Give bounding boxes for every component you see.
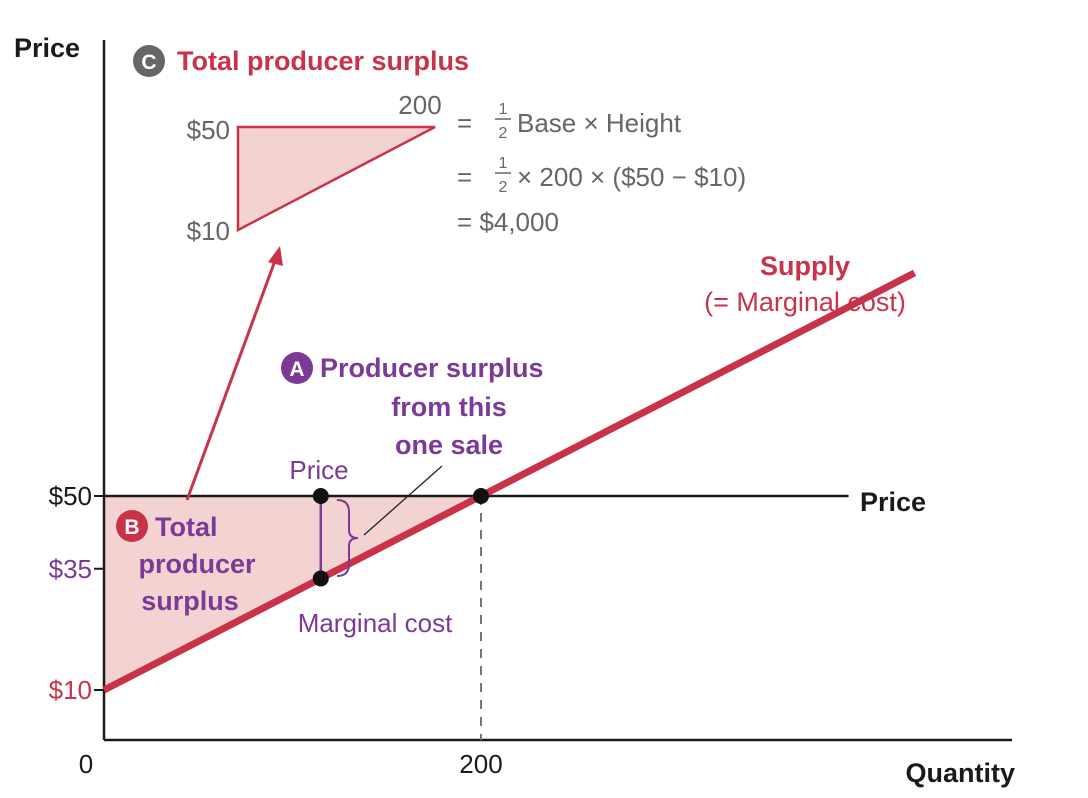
formula-eq-1: = (457, 108, 472, 138)
badge-a (281, 352, 313, 384)
annotation-b-arrow (185, 257, 278, 501)
annotation-a-price-label: Price (289, 455, 348, 485)
supply-line (102, 269, 917, 694)
annotation-a-mc-label: Marginal cost (298, 608, 453, 638)
ticks: $50 $35 $10 200 (49, 481, 503, 779)
inset-base-label: 200 (398, 90, 441, 120)
badge-c (133, 45, 165, 77)
badge-a-letter: A (289, 358, 304, 381)
badge-b (116, 510, 148, 542)
marked-points (312, 488, 489, 587)
chart-lines (102, 269, 917, 694)
supply-sublabel: (= Marginal cost) (704, 287, 906, 317)
y-tick-label-2: $10 (49, 675, 92, 705)
annotation-a-line-1: Producer surplus (320, 353, 544, 383)
point-marginal-cost-at-sale (312, 570, 329, 587)
price-line-label: Price (860, 487, 926, 517)
annotation-b-line-2: producer (138, 549, 256, 579)
y-tick-label-1: $35 (49, 554, 92, 584)
annotation-c-title: Total producer surplus (177, 46, 469, 76)
badge-c-letter: C (141, 51, 156, 74)
x-axis-label: Quantity (905, 758, 1015, 788)
formula-half-num-1: 1 (499, 101, 508, 118)
annotation-a-line-2: from this (391, 392, 507, 422)
annotation-b-arrowhead (268, 246, 283, 266)
point-price-at-sale (312, 488, 329, 504)
badge-b-letter: B (124, 516, 139, 539)
inset-triangle (236, 125, 436, 233)
annotation-a-line-3: one sale (395, 430, 503, 460)
annotation-b-line-3: surplus (141, 586, 239, 616)
inset-high-label: $50 (187, 115, 230, 145)
formula-half-den-2: 2 (499, 179, 508, 196)
formula-line-1: Base × Height (517, 108, 682, 138)
annotation-a-leader (363, 465, 443, 536)
supply-label: Supply (760, 251, 850, 281)
formula-half-den-1: 2 (499, 125, 508, 142)
formula-half-num-2: 1 (499, 155, 508, 172)
x-tick-label-0: 200 (459, 749, 502, 779)
single-sale-brace (336, 499, 359, 577)
origin-label: 0 (79, 749, 93, 779)
annotation-b-line-1: Total (155, 512, 218, 542)
formula-line-2: × 200 × ($50 − $10) (517, 162, 746, 192)
inset-low-label: $10 (187, 216, 230, 246)
point-equilibrium (473, 488, 489, 504)
formula-line-3: = $4,000 (457, 207, 559, 237)
y-tick-label-0: $50 (49, 481, 92, 511)
y-axis-label: Price (14, 33, 80, 63)
formula-eq-2: = (457, 162, 472, 192)
surplus-formula: = 1 2 Base × Height = 1 2 × 200 × ($50 −… (457, 101, 746, 237)
